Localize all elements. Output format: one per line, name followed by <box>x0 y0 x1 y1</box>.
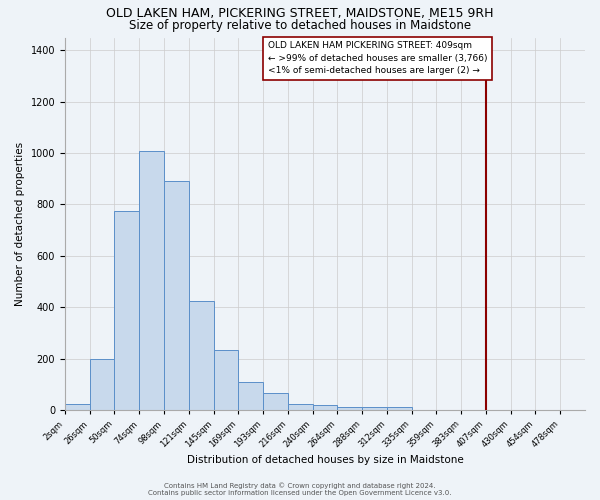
Bar <box>288 404 313 410</box>
Bar <box>164 182 189 410</box>
Bar <box>263 394 288 410</box>
Text: Contains HM Land Registry data © Crown copyright and database right 2024.: Contains HM Land Registry data © Crown c… <box>164 482 436 489</box>
Text: Contains public sector information licensed under the Open Government Licence v3: Contains public sector information licen… <box>148 490 452 496</box>
X-axis label: Distribution of detached houses by size in Maidstone: Distribution of detached houses by size … <box>187 455 463 465</box>
Y-axis label: Number of detached properties: Number of detached properties <box>15 142 25 306</box>
Text: OLD LAKEN HAM, PICKERING STREET, MAIDSTONE, ME15 9RH: OLD LAKEN HAM, PICKERING STREET, MAIDSTO… <box>106 8 494 20</box>
Text: Size of property relative to detached houses in Maidstone: Size of property relative to detached ho… <box>129 19 471 32</box>
Bar <box>139 150 164 410</box>
Bar <box>65 404 89 410</box>
Bar <box>214 350 238 410</box>
Bar <box>89 358 115 410</box>
Bar <box>387 408 412 410</box>
Bar <box>337 408 362 410</box>
Bar <box>115 211 139 410</box>
Bar <box>313 405 337 410</box>
Bar <box>362 408 387 410</box>
Bar <box>238 382 263 410</box>
Text: OLD LAKEN HAM PICKERING STREET: 409sqm
← >99% of detached houses are smaller (3,: OLD LAKEN HAM PICKERING STREET: 409sqm ←… <box>268 42 487 76</box>
Bar <box>189 301 214 410</box>
